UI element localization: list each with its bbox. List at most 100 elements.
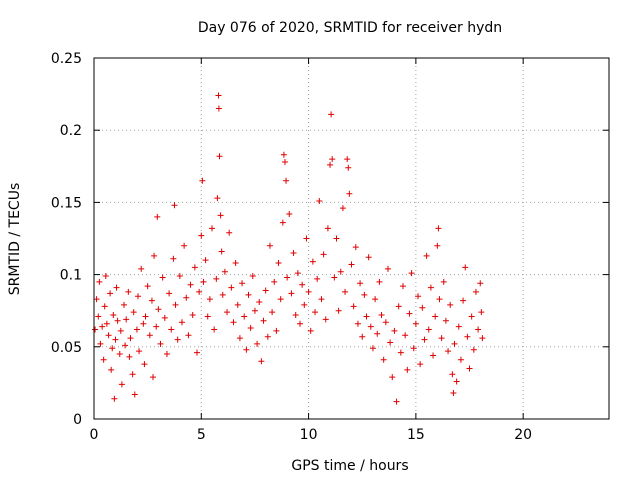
data-point (249, 273, 256, 280)
data-point (232, 260, 239, 267)
data-point (204, 313, 211, 320)
data-point (219, 291, 226, 298)
data-point (345, 164, 352, 171)
data-point (359, 333, 366, 340)
data-point (251, 307, 258, 314)
data-point (301, 301, 308, 308)
data-point (412, 320, 419, 327)
data-point (280, 151, 287, 158)
data-point (107, 290, 114, 297)
data-point (254, 340, 261, 347)
data-point (417, 361, 424, 368)
data-point (154, 213, 161, 220)
data-point (286, 210, 293, 217)
data-point (110, 312, 117, 319)
data-point (216, 153, 223, 160)
data-point (318, 296, 325, 303)
data-point (363, 313, 370, 320)
data-point (281, 158, 288, 165)
data-point (346, 190, 353, 197)
data-point (264, 333, 271, 340)
data-point (449, 371, 456, 378)
data-point (434, 242, 441, 249)
data-point (234, 301, 241, 308)
data-point (419, 304, 426, 311)
data-point (328, 111, 335, 118)
data-point (284, 274, 291, 281)
data-point (283, 177, 290, 184)
data-point (183, 294, 190, 301)
data-point (425, 326, 432, 333)
data-point (415, 293, 422, 300)
data-point (202, 257, 209, 264)
data-point (224, 309, 231, 316)
data-point (217, 212, 224, 219)
data-point (378, 312, 385, 319)
data-point (129, 371, 136, 378)
data-point (337, 268, 344, 275)
data-point (357, 280, 364, 287)
data-point (199, 177, 206, 184)
data-point (432, 313, 439, 320)
data-point (303, 235, 310, 242)
data-point (189, 312, 196, 319)
data-point (96, 278, 103, 285)
data-point (438, 335, 445, 342)
chart-title: Day 076 of 2020, SRMTID for receiver hyd… (198, 20, 502, 36)
data-point (290, 249, 297, 256)
data-point (372, 296, 379, 303)
data-point (168, 326, 175, 333)
data-point (470, 346, 477, 353)
data-point (206, 296, 213, 303)
data-points (92, 92, 486, 405)
data-point (440, 278, 447, 285)
data-point (214, 195, 221, 202)
data-point (95, 313, 102, 320)
y-axis-label: SRMTID / TECUs (7, 183, 23, 296)
data-point (239, 280, 246, 287)
data-point (102, 273, 109, 280)
data-point (400, 283, 406, 290)
data-point (245, 291, 252, 298)
data-point (260, 317, 267, 324)
data-point (307, 327, 314, 334)
data-point (170, 255, 177, 262)
data-point (125, 288, 132, 295)
data-point (423, 252, 430, 259)
data-point (350, 303, 357, 310)
data-point (108, 366, 115, 373)
data-point (472, 288, 479, 295)
data-point (117, 327, 124, 334)
data-point (333, 235, 340, 242)
data-point (103, 320, 110, 327)
data-point (316, 197, 323, 204)
data-point (187, 281, 194, 288)
data-point (266, 242, 273, 249)
data-point (335, 307, 342, 314)
data-point (262, 287, 269, 294)
data-point (271, 278, 278, 285)
data-point (367, 323, 374, 330)
data-point (478, 309, 485, 316)
y-tick-label: 0.05 (51, 340, 82, 356)
data-point (292, 312, 299, 319)
data-point (277, 296, 284, 303)
x-tick-label: 0 (90, 427, 99, 443)
data-point (100, 356, 107, 363)
data-point (230, 319, 237, 326)
data-point (198, 232, 205, 239)
data-point (327, 161, 334, 168)
data-point (380, 356, 387, 363)
data-point (126, 353, 133, 360)
data-point (111, 395, 118, 402)
data-point (131, 391, 138, 398)
data-point (97, 340, 104, 347)
data-point (365, 254, 372, 261)
data-point (279, 219, 286, 226)
data-point (148, 297, 155, 304)
data-point (297, 320, 303, 327)
axis-ticks: 0 5 10 15 20 0 0.05 0.1 0.15 0.2 0.25 (51, 51, 609, 443)
data-point (99, 323, 106, 330)
